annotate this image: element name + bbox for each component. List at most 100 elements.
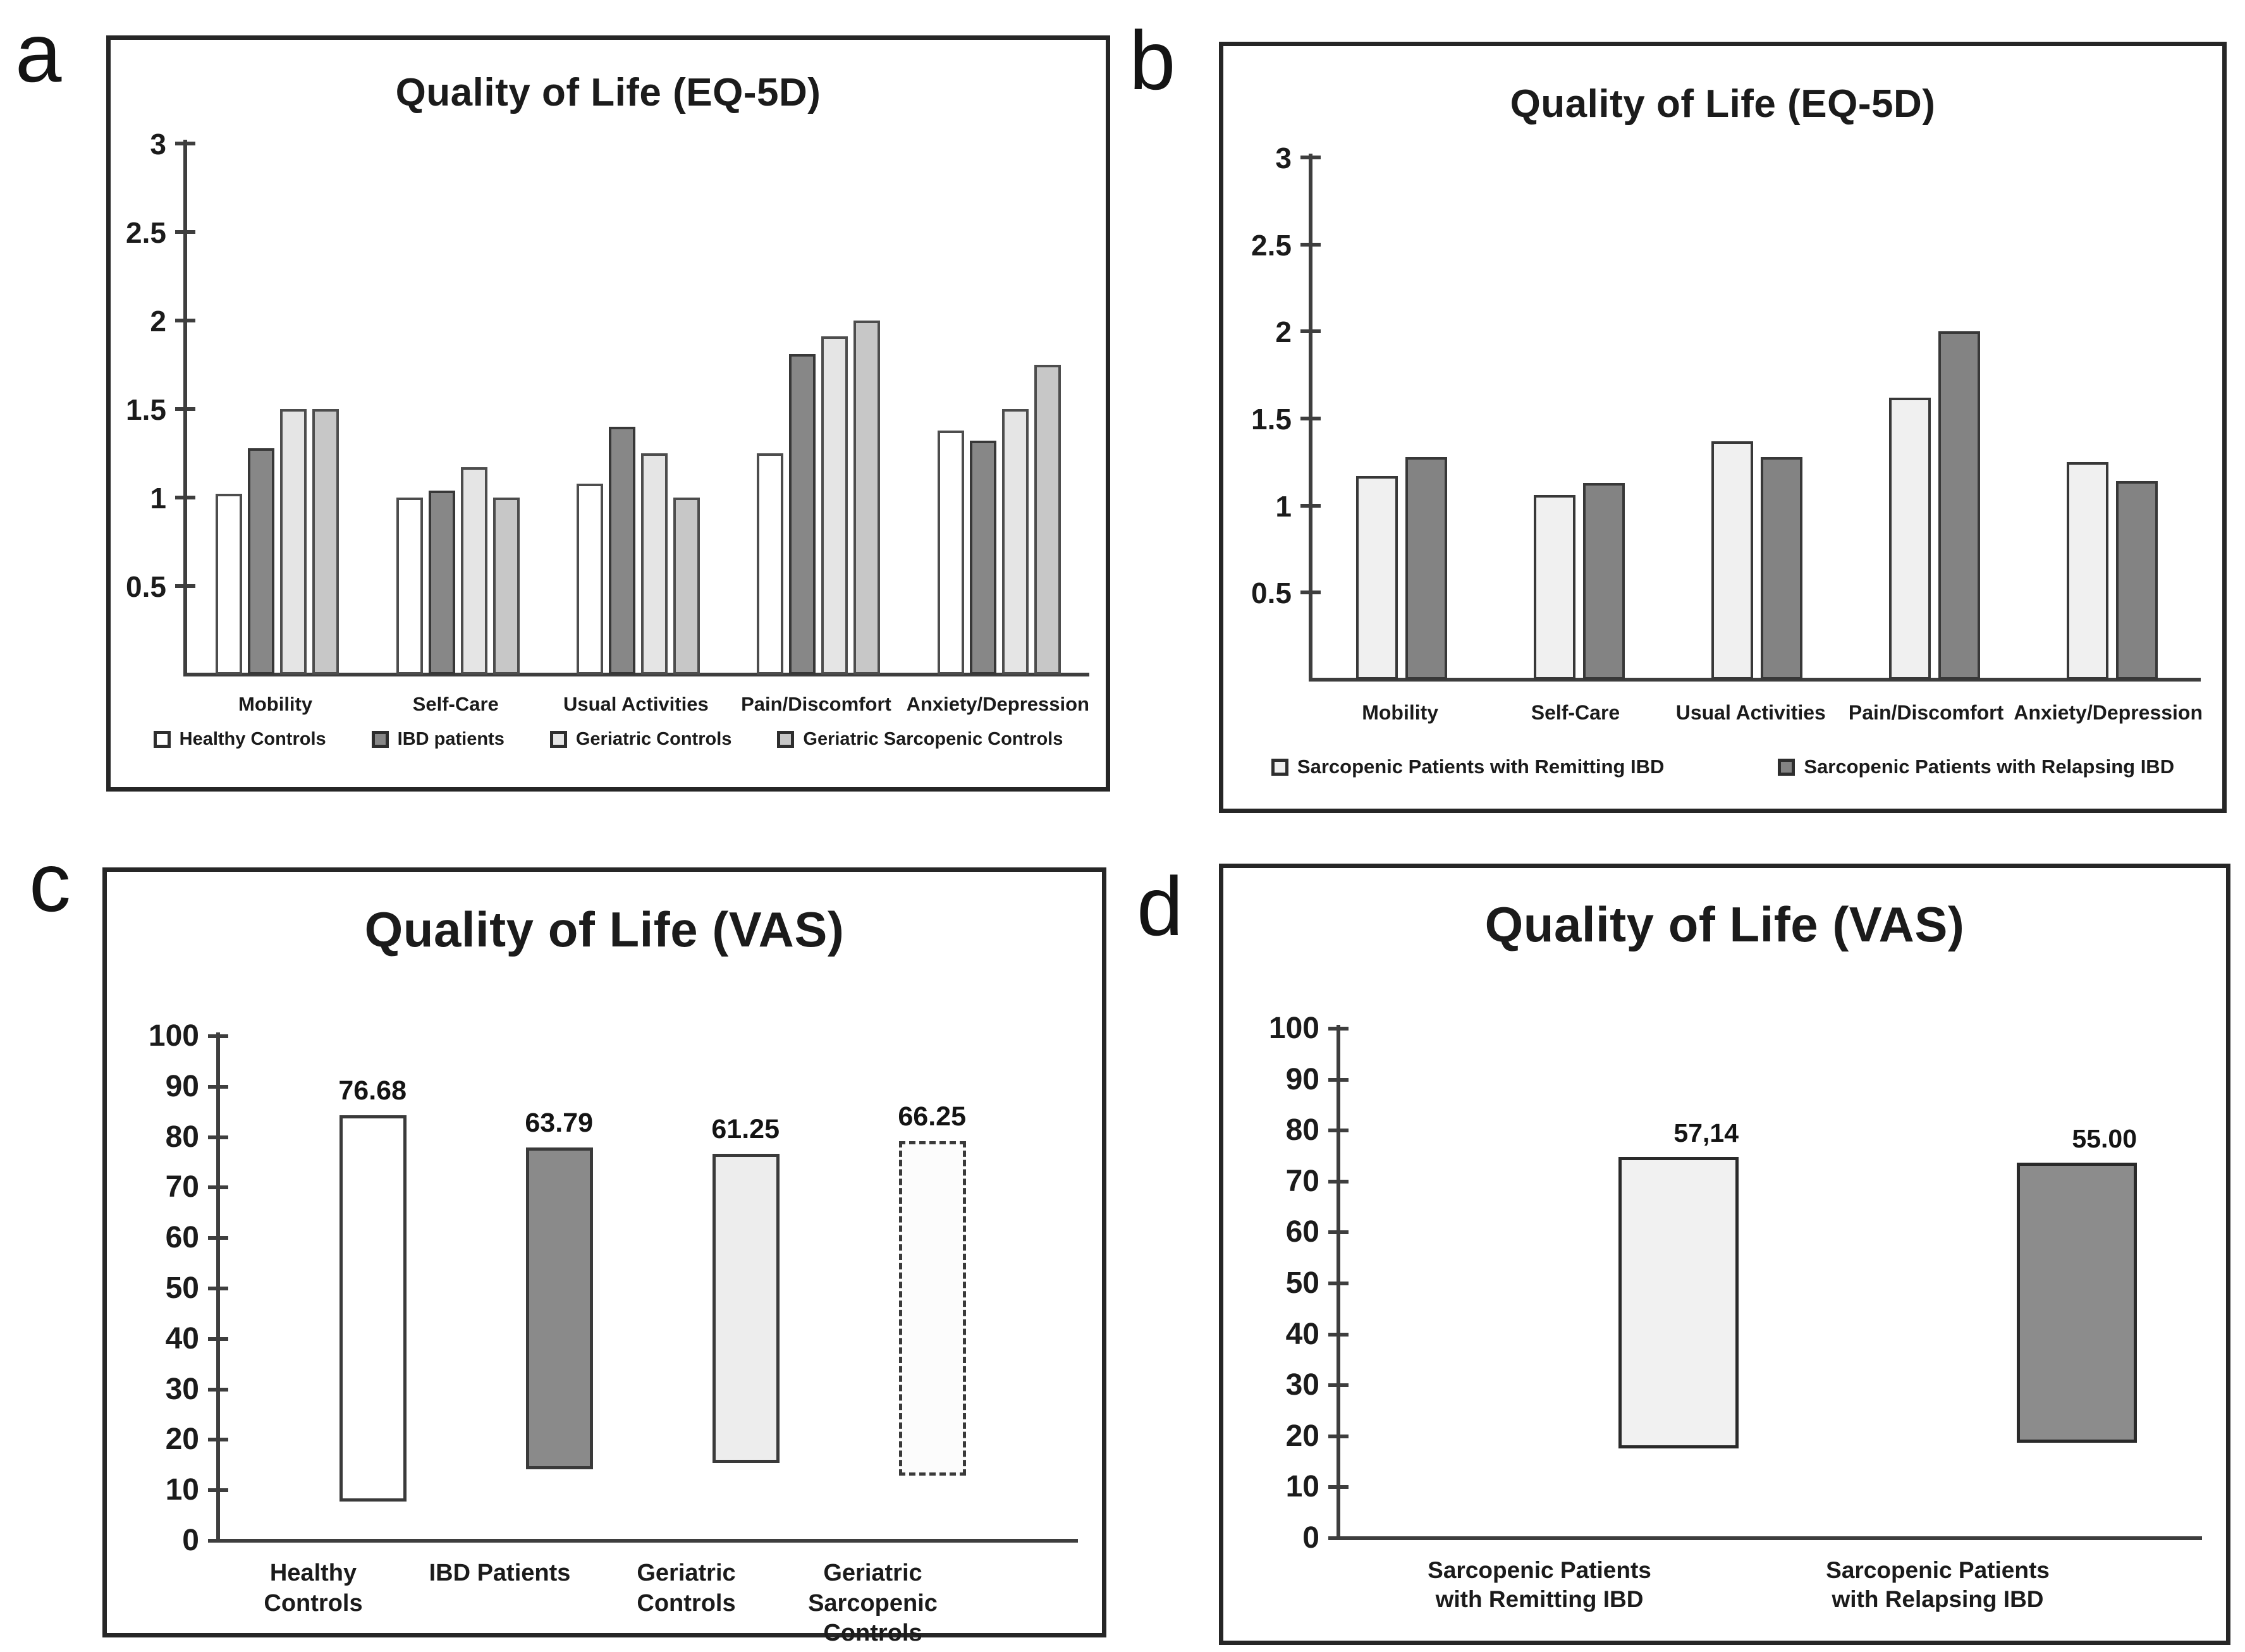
bars-area xyxy=(1312,157,2201,680)
category-labels: Mobility Self-Care Usual Activities Pain/Di… xyxy=(185,692,1089,717)
bar-group xyxy=(1490,157,1668,680)
bar xyxy=(460,467,487,675)
y-tick-label: 50 xyxy=(1285,1266,1319,1300)
plot-area: 76.68 63.79 61.25 66.25 100 90 80 70 60 50 40 30 20… xyxy=(149,1019,1078,1557)
y-tick-mark xyxy=(208,1387,228,1392)
legend-item-label: Geriatric Sarcopenic Controls xyxy=(803,729,1063,749)
legend-swatch xyxy=(1271,758,1288,776)
bar xyxy=(1618,1157,1739,1448)
bar xyxy=(853,321,881,675)
y-tick-mark xyxy=(175,142,195,145)
legend-swatch xyxy=(1778,758,1795,776)
bar xyxy=(641,453,668,675)
y-tick-mark xyxy=(1328,1332,1349,1337)
category-label: Self-Care xyxy=(412,693,499,715)
bar xyxy=(1711,441,1753,680)
y-tick-label: 0 xyxy=(182,1524,199,1557)
legend: Sarcopenic Patients with Remitting IBD Sa… xyxy=(1223,756,2222,778)
y-tick-label: 0.5 xyxy=(126,570,166,604)
chart-panel-c: Quality of Life (VAS) 76.68 63.79 61.25 66.… xyxy=(102,867,1106,1646)
bar xyxy=(1001,409,1029,675)
y-tick-label: 30 xyxy=(1285,1368,1319,1402)
x-axis xyxy=(183,673,1089,676)
bar xyxy=(789,354,816,675)
legend-item: Sarcopenic Patients with Remitting IBD xyxy=(1271,756,1664,778)
category-label: Pain/Discomfort xyxy=(741,693,891,715)
bars-area: 57,14 55.00 xyxy=(1340,1029,2137,1538)
bar xyxy=(2115,481,2158,680)
y-tick-label: 40 xyxy=(1285,1317,1319,1351)
bar-value-label: 76.68 xyxy=(338,1075,407,1106)
y-tick-mark xyxy=(175,319,195,323)
y-tick-mark xyxy=(208,1084,228,1089)
chart-title: Quality of Life (EQ-5D) xyxy=(395,71,821,114)
y-tick-label: 2.5 xyxy=(1251,228,1292,262)
legend-item: Healthy Controls xyxy=(153,729,326,750)
bar xyxy=(609,427,636,675)
chart-panel-d: Quality of Life (VAS) 57,14 55.00 100 90 80… xyxy=(1219,864,2230,1645)
y-tick-mark xyxy=(208,1539,228,1543)
bar xyxy=(428,490,455,675)
bar xyxy=(1355,475,1398,680)
y-tick-label: 100 xyxy=(1268,1012,1319,1045)
category-label: Pain/Discomfort xyxy=(1848,701,2004,724)
y-tick-mark xyxy=(1328,1485,1349,1490)
bar xyxy=(577,483,604,675)
bar-value-label: 66.25 xyxy=(898,1101,966,1132)
bar xyxy=(713,1154,780,1463)
chart-title: Quality of Life (EQ-5D) xyxy=(1510,82,1936,126)
y-tick-label: 80 xyxy=(165,1120,199,1154)
category-label: Anxiety/Depression xyxy=(906,693,1089,715)
category-label: Usual Activities xyxy=(1675,701,1826,724)
bar-slot: 76.68 xyxy=(220,1036,407,1541)
y-tick-label: 30 xyxy=(165,1372,199,1406)
bar xyxy=(2066,462,2108,680)
chart-title: Quality of Life (VAS) xyxy=(1484,896,1965,952)
y-tick-mark xyxy=(1300,417,1321,420)
panel-letter-d: d xyxy=(1137,860,1184,953)
y-tick-label: 60 xyxy=(165,1221,199,1255)
bar xyxy=(1034,365,1061,675)
y-tick-label: 2 xyxy=(150,305,166,338)
y-tick-mark xyxy=(175,496,195,500)
legend-item-label: Healthy Controls xyxy=(179,729,326,749)
bar xyxy=(396,498,423,675)
bar xyxy=(821,336,848,675)
category-label: Mobility xyxy=(238,693,313,715)
bars-area xyxy=(187,144,1089,675)
bar xyxy=(757,453,784,675)
bar-value-label: 55.00 xyxy=(2072,1123,2137,1153)
category-label: Healthy Controls xyxy=(264,1560,363,1617)
y-tick-mark xyxy=(208,1185,228,1190)
legend-swatch xyxy=(777,731,795,748)
y-tick-label: 70 xyxy=(165,1170,199,1204)
plot-area: 3 2.5 2 1.5 1 0.5 xyxy=(1251,142,2201,682)
y-tick-mark xyxy=(1328,1230,1349,1235)
bar xyxy=(1938,331,1980,680)
legend-item-label: IBD patients xyxy=(397,729,505,749)
legend: Healthy Controls IBD patients Geriatric Co… xyxy=(111,729,1106,750)
legend-swatch xyxy=(549,731,567,748)
plot-area: 3 2.5 2 1.5 1 0.5 xyxy=(126,128,1089,676)
bar xyxy=(1533,495,1575,680)
legend-item-label: Sarcopenic Patients with Remitting IBD xyxy=(1297,756,1665,778)
x-axis xyxy=(1309,678,2201,682)
bar xyxy=(340,1115,407,1502)
bar xyxy=(899,1141,966,1476)
y-tick-mark xyxy=(1300,590,1321,595)
y-tick-label: 0 xyxy=(1302,1521,1319,1555)
bar-value-label: 61.25 xyxy=(711,1114,780,1145)
y-tick-mark xyxy=(175,407,195,411)
y-tick-label: 1 xyxy=(150,482,166,515)
legend-item-label: Sarcopenic Patients with Relapsing IBD xyxy=(1804,756,2175,778)
panel-letter-c: c xyxy=(29,836,71,929)
bar-slot: 66.25 xyxy=(780,1036,966,1541)
legend-item-label: Geriatric Controls xyxy=(575,729,732,749)
bar-group xyxy=(909,144,1089,675)
bar xyxy=(673,498,700,675)
bar xyxy=(280,409,307,675)
category-labels: Mobility Self-Care Usual Activities Pain/Di… xyxy=(1312,700,2203,725)
bar-group xyxy=(1312,157,1490,680)
bar xyxy=(937,430,964,675)
y-tick-label: 1.5 xyxy=(1251,403,1292,436)
